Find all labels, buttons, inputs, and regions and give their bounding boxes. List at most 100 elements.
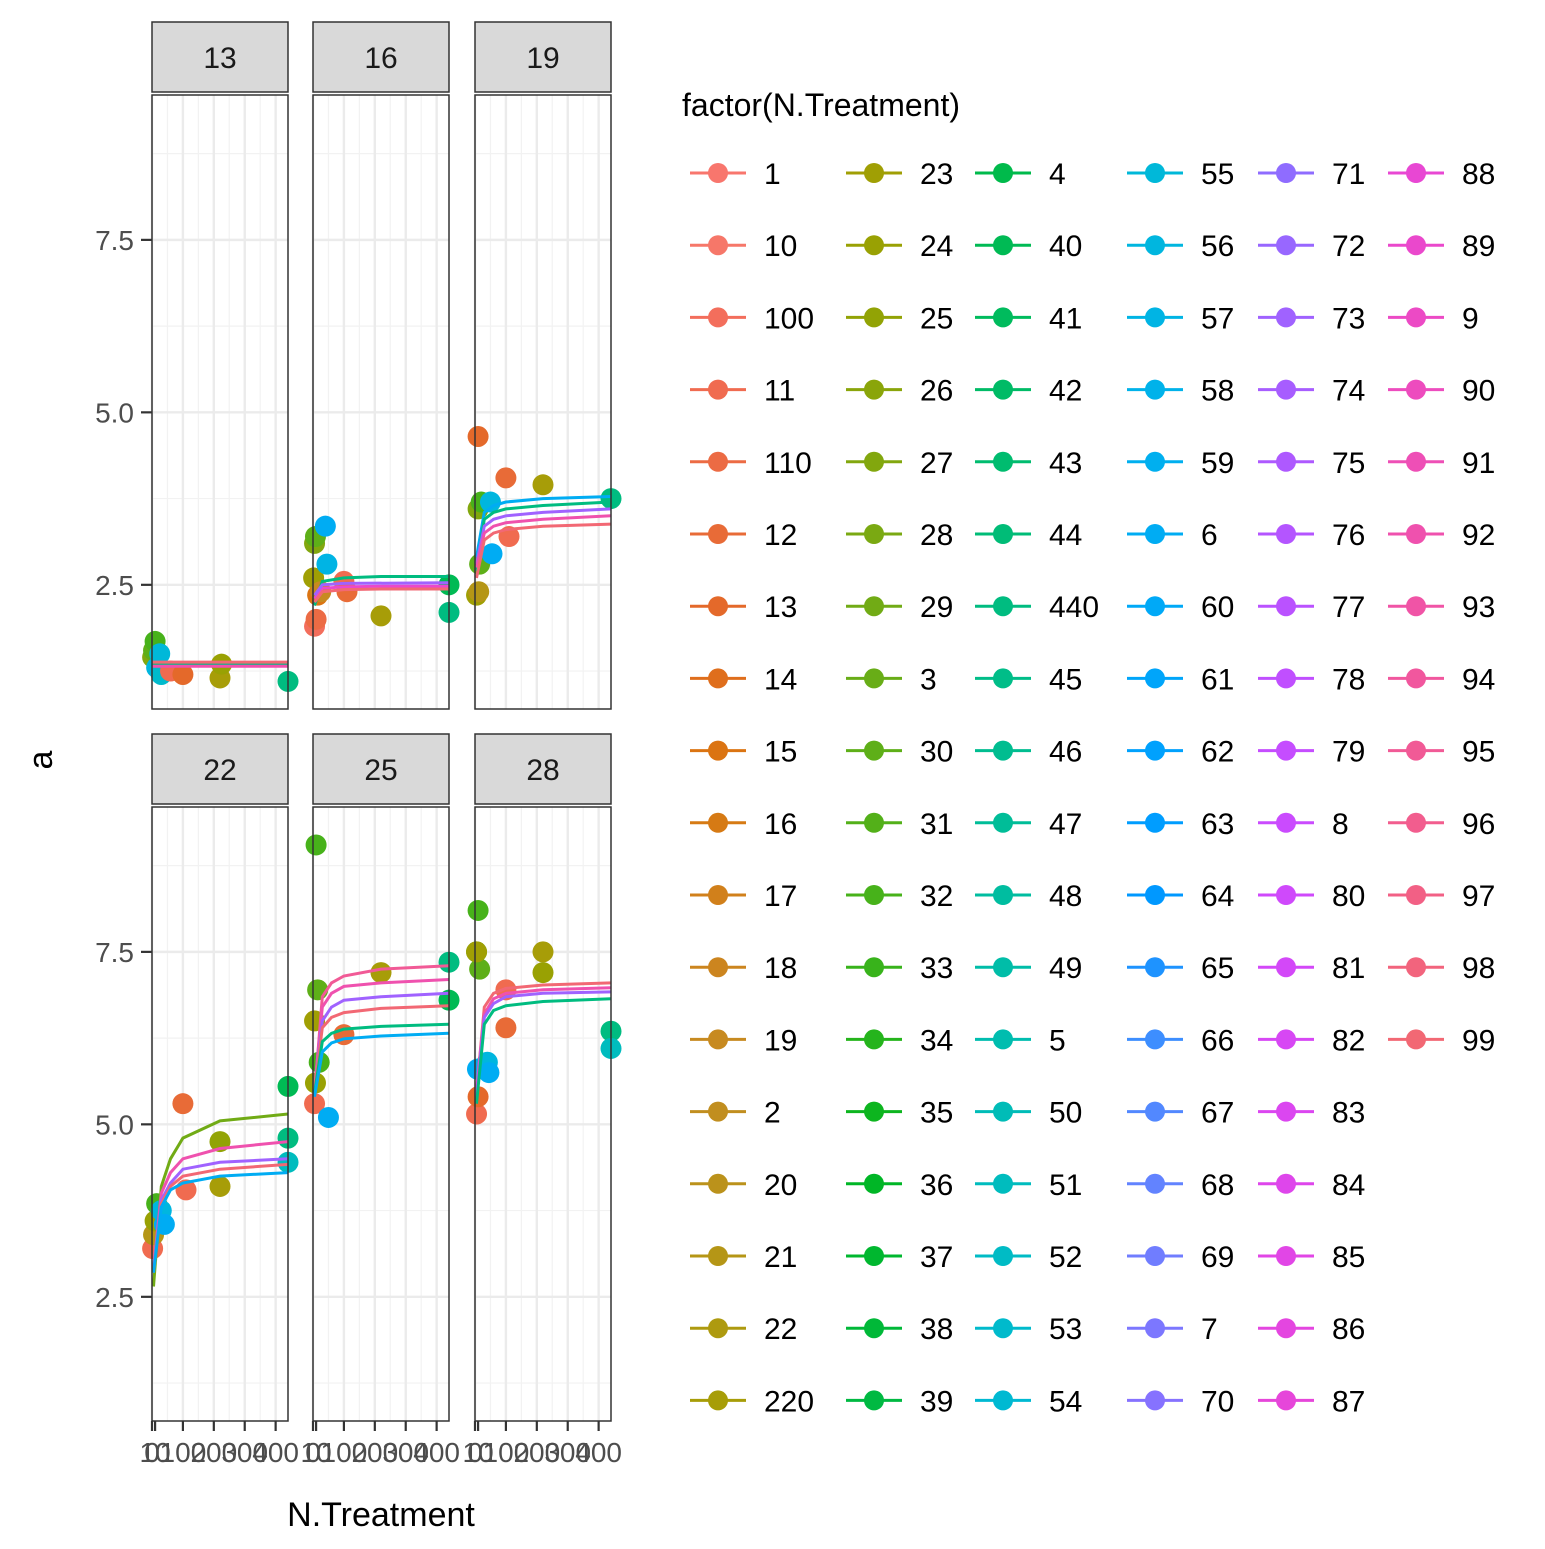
legend-label: 63	[1201, 808, 1234, 841]
legend-label: 23	[920, 158, 953, 191]
y-tick-label: 7.5	[95, 937, 134, 968]
legend-item: 18	[690, 952, 797, 985]
legend-key-point	[1276, 1318, 1296, 1339]
fit-line	[475, 522, 612, 579]
legend-item: 45	[975, 663, 1082, 696]
legend-item: 23	[846, 158, 953, 191]
legend-item: 34	[846, 1024, 953, 1057]
panel-border	[151, 806, 289, 1422]
legend-label: 98	[1462, 952, 1495, 985]
x-tick-label: 10	[140, 1437, 171, 1468]
legend-item: 88	[1388, 158, 1495, 191]
legend-key-point	[1276, 1029, 1296, 1050]
panel-background	[475, 95, 611, 709]
legend-label: 56	[1201, 230, 1234, 263]
legend-key-point	[864, 451, 884, 472]
legend-item: 440	[975, 591, 1099, 624]
legend-item: 86	[1258, 1313, 1365, 1346]
legend-item: 90	[1388, 375, 1495, 408]
legend-label: 4	[1049, 158, 1066, 191]
facet-panel: 28	[466, 733, 622, 1422]
x-tick-label: 300	[544, 1437, 591, 1468]
legend-item: 47	[975, 808, 1082, 841]
legend-key-point	[708, 451, 728, 472]
data-point	[370, 962, 392, 984]
panel-background	[152, 807, 288, 1421]
legend-key-point	[864, 1101, 884, 1122]
legend-label: 80	[1332, 880, 1365, 913]
legend-label: 26	[920, 375, 953, 408]
legend-key-point	[1276, 1173, 1296, 1194]
data-point	[316, 553, 338, 575]
legend-key-point	[1145, 596, 1165, 617]
x-tick-label: 0	[144, 1437, 160, 1468]
legend-key-point	[1406, 885, 1426, 905]
legend-label: 13	[764, 591, 797, 624]
legend-item: 94	[1388, 663, 1495, 696]
legend-key-point	[1276, 740, 1296, 761]
legend-item: 28	[846, 519, 953, 552]
data-point	[209, 1175, 231, 1197]
legend-item: 19	[690, 1024, 797, 1057]
legend-item: 44	[975, 519, 1082, 552]
legend-key-point	[1145, 1318, 1165, 1339]
legend-key-point	[864, 307, 884, 328]
legend-label: 21	[764, 1241, 797, 1274]
legend-key-point	[1406, 957, 1426, 978]
legend-item: 60	[1127, 591, 1234, 624]
legend-title: factor(N.Treatment)	[682, 87, 960, 123]
legend-key-point	[993, 235, 1013, 256]
legend-key-point	[708, 1173, 728, 1194]
fit-line	[152, 1171, 289, 1273]
legend-item: 75	[1258, 447, 1365, 480]
facet-panel: 16	[303, 21, 460, 710]
legend-label: 8	[1332, 808, 1349, 841]
data-point	[305, 834, 327, 856]
legend-item: 73	[1258, 302, 1365, 335]
legend-key-point	[864, 885, 884, 905]
legend-item: 81	[1258, 952, 1365, 985]
legend-item: 76	[1258, 519, 1365, 552]
legend-label: 92	[1462, 519, 1495, 552]
legend-label: 85	[1332, 1241, 1365, 1274]
legend-item: 27	[846, 447, 953, 480]
legend-key-point	[1145, 740, 1165, 761]
legend-item: 70	[1127, 1385, 1234, 1418]
legend-key-point	[1276, 885, 1296, 905]
fit-line	[313, 584, 449, 600]
legend-key-point	[1406, 235, 1426, 256]
legend-label: 3	[920, 663, 937, 696]
legend-label: 48	[1049, 880, 1082, 913]
legend-item: 35	[846, 1097, 953, 1130]
legend-item: 1	[690, 158, 781, 191]
legend-key-point	[708, 235, 728, 256]
legend-key-point	[864, 957, 884, 978]
legend-item: 37	[846, 1241, 953, 1274]
legend-item: 32	[846, 880, 953, 913]
facet-strip-label: 28	[526, 754, 559, 787]
legend-key-point	[864, 163, 884, 183]
x-tick-label: 10	[463, 1437, 494, 1468]
legend-item: 8	[1258, 808, 1349, 841]
legend-label: 51	[1049, 1169, 1082, 1202]
legend-key-point	[708, 307, 728, 328]
facet-panels: 13 16 19 22 25 28	[142, 21, 622, 1422]
legend-item: 50	[975, 1097, 1082, 1130]
data-point	[304, 1093, 326, 1115]
legend-label: 46	[1049, 736, 1082, 769]
facet-strip-label: 19	[526, 42, 559, 75]
fit-line	[313, 1022, 450, 1094]
legend-item: 2	[690, 1097, 781, 1130]
legend-key-point	[993, 740, 1013, 761]
legend-item: 22	[690, 1313, 797, 1346]
gridlines	[150, 95, 288, 709]
legend-label: 91	[1462, 447, 1495, 480]
legend-label: 19	[764, 1024, 797, 1057]
legend-label: 49	[1049, 952, 1082, 985]
legend-item: 82	[1258, 1024, 1365, 1057]
legend-label: 37	[920, 1241, 953, 1274]
y-axis-title: a	[22, 750, 60, 769]
data-point	[307, 979, 329, 1001]
legend-item: 6	[1127, 519, 1218, 552]
